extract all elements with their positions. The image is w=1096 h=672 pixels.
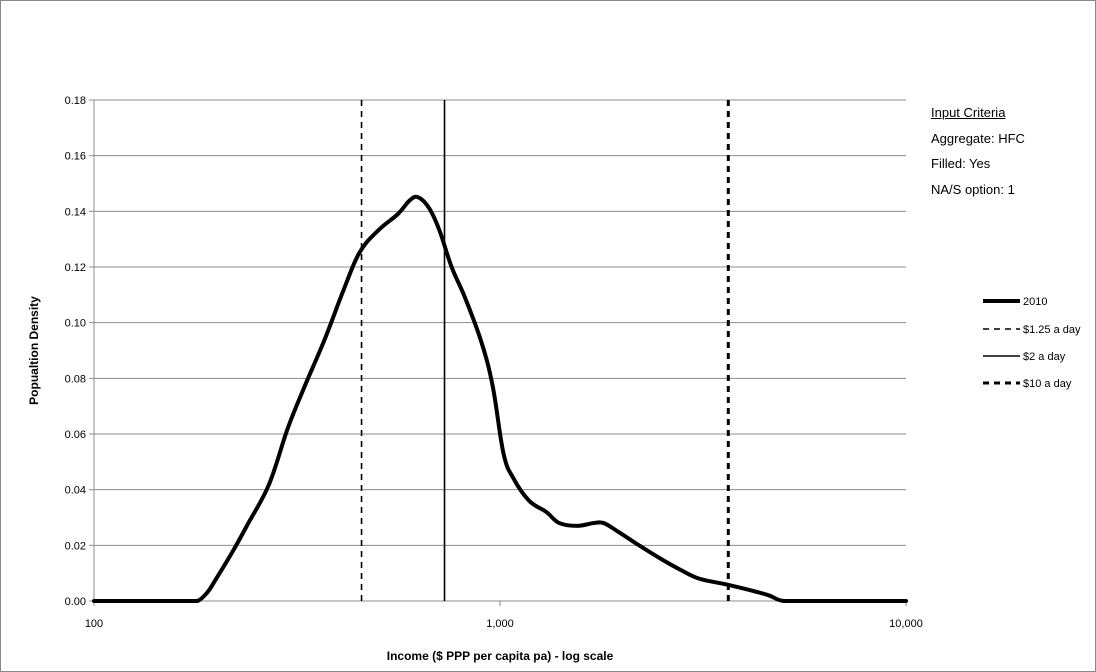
y-tick-label: 0.04 — [65, 485, 86, 497]
y-tick-label: 0.08 — [65, 373, 86, 385]
y-tick-label: 0.02 — [65, 540, 86, 552]
x-tick-label: 1,000 — [486, 618, 514, 630]
series-layer — [92, 194, 908, 604]
reference-lines — [360, 100, 730, 601]
y-tick-labels: 0.00 0.02 0.04 0.06 0.08 0.10 0.12 0.14 0.16 0.18 — [65, 95, 86, 608]
y-tick-label: 0.10 — [65, 318, 86, 330]
legend-label-10: $10 a day — [1023, 378, 1072, 390]
gridlines — [89, 99, 907, 606]
criteria-filled: Filled: Yes — [931, 156, 991, 171]
input-criteria-panel: Input Criteria Aggregate: HFC Filled: Ye… — [931, 100, 1025, 202]
input-criteria-heading: Input Criteria — [931, 105, 1006, 120]
legend-label-2010: 2010 — [1023, 296, 1047, 308]
y-axis-title: Popualtion Density — [27, 296, 41, 405]
legend-label-2: $2 a day — [1023, 351, 1066, 363]
x-tick-label: 100 — [85, 618, 103, 630]
y-tick-label: 0.00 — [65, 596, 86, 608]
y-tick-label: 0.06 — [65, 429, 86, 441]
y-tick-label: 0.14 — [65, 206, 86, 218]
y-tick-label: 0.18 — [65, 95, 86, 107]
x-axis-title: Income ($ PPP per capita pa) - log scale — [387, 649, 614, 663]
y-tick-label: 0.12 — [65, 262, 86, 274]
legend-label-1-25: $1.25 a day — [1023, 324, 1081, 336]
series-line-2010 — [92, 194, 908, 604]
legend: 2010 $1.25 a day $2 a day $10 a day — [983, 296, 1081, 390]
x-tick-label: 10,000 — [889, 618, 923, 630]
criteria-aggregate: Aggregate: HFC — [931, 130, 1025, 146]
x-tick-labels: 100 1,000 10,000 — [85, 618, 923, 630]
criteria-nas-option: NA/S option: 1 — [931, 181, 1015, 197]
y-tick-label: 0.16 — [65, 151, 86, 163]
